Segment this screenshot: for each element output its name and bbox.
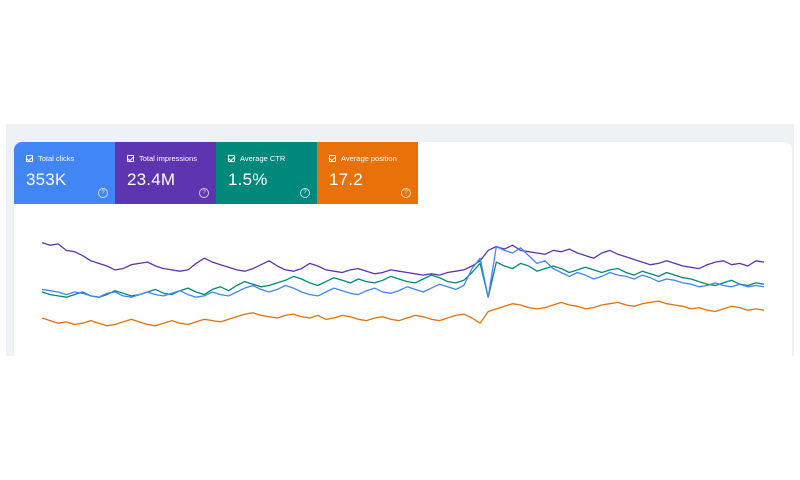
help-icon[interactable]: ? (300, 188, 310, 198)
checkbox-icon[interactable] (26, 154, 33, 162)
metric-label: Average position (341, 153, 397, 163)
metric-label-row: Average position (329, 153, 418, 163)
series-line-2 (41, 245, 765, 298)
metric-label: Total clicks (38, 153, 75, 163)
metric-label-row: Total clicks (26, 153, 115, 163)
metric-average-position[interactable]: Average position 17.2 ? (317, 142, 418, 204)
series-line-0 (41, 241, 765, 276)
metric-value: 1.5% (228, 170, 268, 189)
checkbox-icon[interactable] (329, 154, 336, 162)
help-icon[interactable]: ? (98, 188, 108, 198)
series-line-3 (41, 300, 765, 327)
help-icon[interactable]: ? (401, 188, 411, 198)
performance-card: Total clicks 353K ? Total impressions 23… (14, 142, 792, 356)
metric-value: 353K (26, 170, 67, 189)
metric-label-row: Total impressions (127, 153, 216, 163)
metric-average-ctr[interactable]: Average CTR 1.5% ? (216, 142, 317, 204)
metric-value: 23.4M (127, 170, 176, 189)
performance-line-chart (41, 241, 765, 327)
metric-value: 17.2 (329, 170, 363, 189)
series-line-1 (41, 261, 765, 298)
checkbox-icon[interactable] (228, 154, 235, 162)
metric-label-row: Average CTR (228, 153, 317, 163)
performance-panel: Total clicks 353K ? Total impressions 23… (6, 124, 794, 356)
checkbox-icon[interactable] (127, 154, 134, 162)
metric-label: Total impressions (139, 153, 197, 163)
metric-total-clicks[interactable]: Total clicks 353K ? (14, 142, 115, 204)
metric-total-impressions[interactable]: Total impressions 23.4M ? (115, 142, 216, 204)
help-icon[interactable]: ? (199, 188, 209, 198)
metric-label: Average CTR (240, 153, 286, 163)
metric-tabs: Total clicks 353K ? Total impressions 23… (14, 142, 418, 204)
